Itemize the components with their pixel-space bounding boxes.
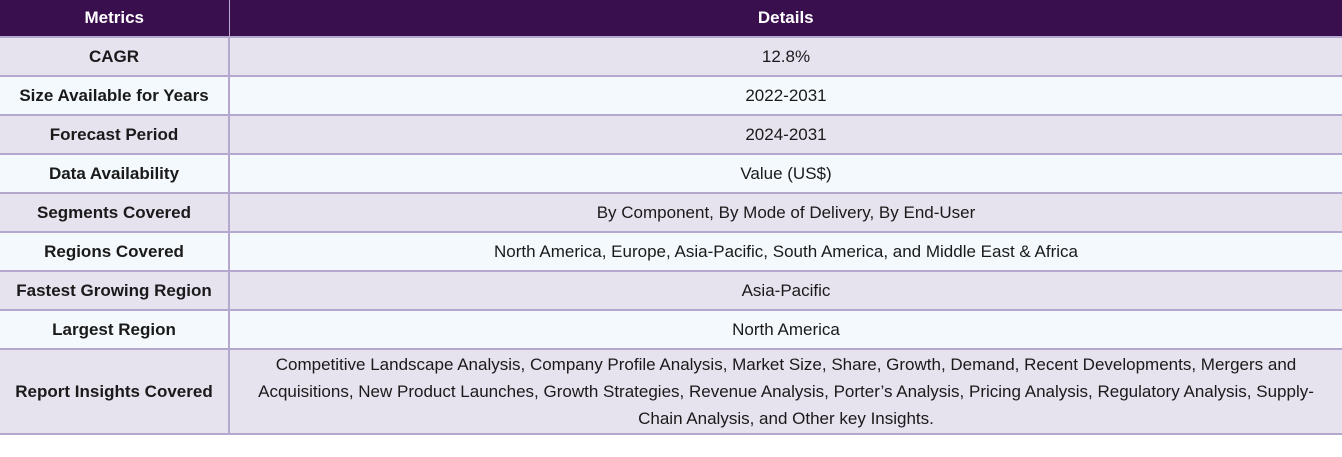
table-row: Regions Covered North America, Europe, A…	[0, 231, 1342, 272]
detail-cell: North America	[229, 309, 1342, 350]
metrics-table: Metrics Details CAGR 12.8% Size Availabl…	[0, 0, 1342, 435]
detail-cell: By Component, By Mode of Delivery, By En…	[229, 192, 1342, 233]
table-row: Data Availability Value (US$)	[0, 153, 1342, 194]
detail-cell: 2022-2031	[229, 75, 1342, 116]
metric-cell: Regions Covered	[0, 231, 230, 272]
table-row: Fastest Growing Region Asia-Pacific	[0, 270, 1342, 311]
metric-cell: Fastest Growing Region	[0, 270, 230, 311]
metric-cell: CAGR	[0, 36, 230, 77]
detail-cell: Value (US$)	[229, 153, 1342, 194]
detail-cell: North America, Europe, Asia-Pacific, Sou…	[229, 231, 1342, 272]
table-row: Segments Covered By Component, By Mode o…	[0, 192, 1342, 233]
detail-cell: Asia-Pacific	[229, 270, 1342, 311]
table-row: Report Insights Covered Competitive Land…	[0, 348, 1342, 435]
metric-cell: Forecast Period	[0, 114, 230, 155]
column-header-details: Details	[229, 0, 1342, 37]
detail-cell: Competitive Landscape Analysis, Company …	[229, 348, 1342, 435]
detail-cell: 2024-2031	[229, 114, 1342, 155]
table-row: Size Available for Years 2022-2031	[0, 75, 1342, 116]
column-header-metrics: Metrics	[0, 0, 230, 37]
detail-cell: 12.8%	[229, 36, 1342, 77]
metric-cell: Size Available for Years	[0, 75, 230, 116]
table-row: CAGR 12.8%	[0, 36, 1342, 77]
metric-cell: Largest Region	[0, 309, 230, 350]
metric-cell: Segments Covered	[0, 192, 230, 233]
metric-cell: Report Insights Covered	[0, 348, 230, 435]
table-row: Largest Region North America	[0, 309, 1342, 350]
table-row: Forecast Period 2024-2031	[0, 114, 1342, 155]
table-header-row: Metrics Details	[0, 0, 1342, 37]
metric-cell: Data Availability	[0, 153, 230, 194]
